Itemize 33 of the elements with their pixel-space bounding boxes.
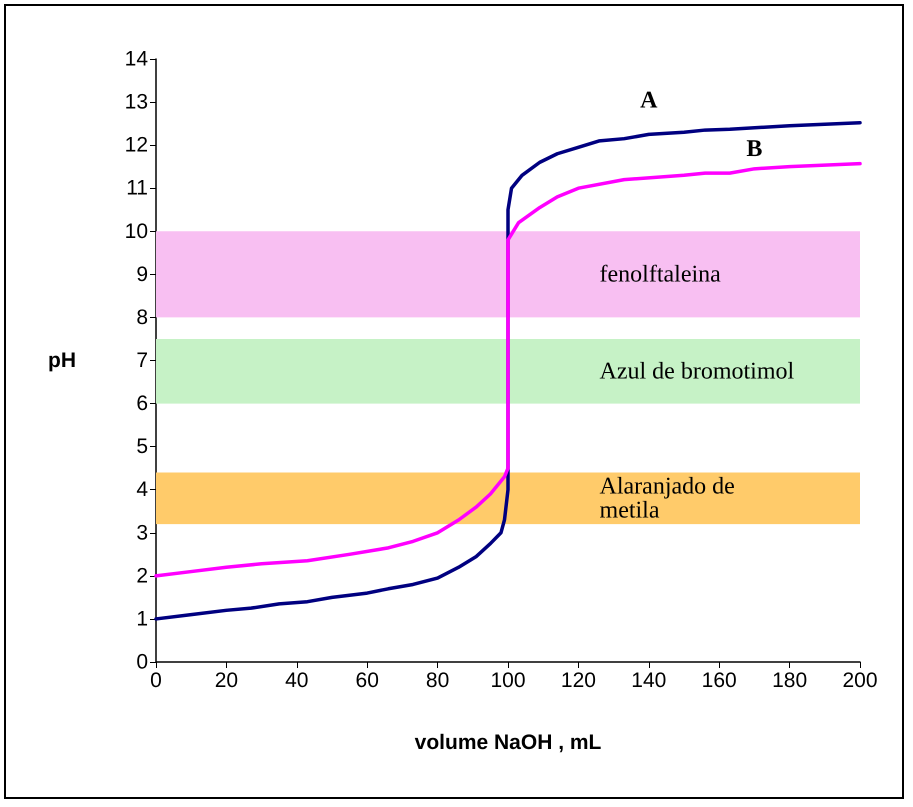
x-tick-label: 100 (490, 669, 526, 692)
y-tick-label: 6 (136, 392, 148, 416)
band-label: Azul de bromotimol (600, 358, 794, 384)
y-tick-label: 12 (124, 134, 148, 157)
y-tick-label: 14 (124, 48, 148, 70)
y-tick-label: 0 (136, 650, 148, 674)
x-axis-title: volume NaOH , mL (414, 731, 602, 754)
x-tick-label: 120 (560, 669, 596, 692)
y-tick-label: 10 (124, 220, 148, 243)
x-tick-label: 200 (842, 669, 878, 692)
x-tick-label: 80 (426, 669, 450, 692)
y-tick-label: 13 (124, 90, 148, 114)
line-series (154, 162, 862, 578)
x-tick-label: 60 (356, 669, 379, 692)
series-label: A (640, 87, 658, 114)
y-tick-label: 9 (136, 262, 148, 286)
y-tick-label: 5 (136, 435, 148, 458)
y-axis-title: pH (48, 349, 76, 372)
y-tick-label: 4 (136, 478, 148, 502)
y-tick-label: 11 (126, 176, 148, 200)
y-tick-label: 1 (136, 607, 148, 630)
x-tick-label: 140 (631, 669, 666, 692)
y-tick-label: 3 (136, 521, 148, 544)
band-label: fenolftaleina (600, 261, 722, 288)
x-tick-label: 180 (772, 669, 808, 692)
y-tick-label: 7 (136, 349, 148, 372)
x-tick-label: 160 (702, 669, 737, 692)
band-label: Alaranjado de metila (600, 473, 741, 524)
series-label: B (746, 136, 762, 162)
x-tick-label: 40 (285, 669, 308, 692)
y-tick-label: 8 (136, 306, 148, 329)
x-tick-label: 20 (214, 669, 238, 692)
y-tick-label: 2 (136, 564, 148, 588)
